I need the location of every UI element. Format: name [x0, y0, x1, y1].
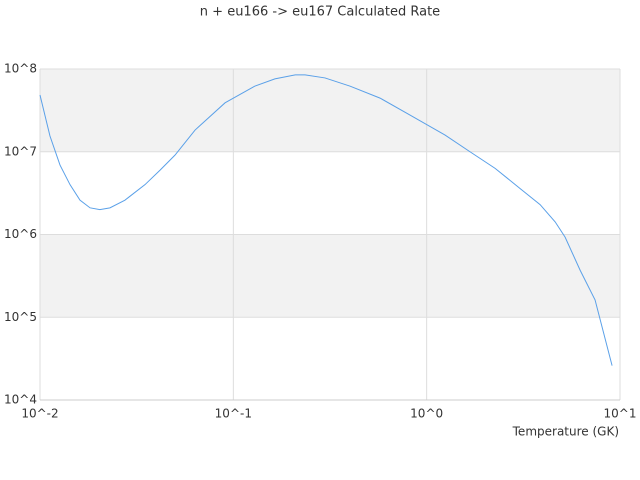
x-axis-label: Temperature (GK) [512, 425, 619, 439]
x-tick-label: 10^0 [410, 407, 443, 421]
x-tick-label: 10^-2 [21, 407, 58, 421]
line [39, 74, 613, 366]
y-tick-label: 10^8 [4, 62, 37, 76]
x-tick-label: 10^-1 [215, 407, 252, 421]
y-tick-label: 10^7 [4, 144, 37, 158]
y-tick-label: 10^4 [4, 393, 37, 407]
grid-band [40, 234, 620, 318]
chart-title: n + eu166 -> eu167 Calculated Rate [200, 5, 440, 20]
x-tick-label: 10^1 [604, 407, 637, 421]
grid-band [40, 69, 620, 152]
y-tick-label: 10^6 [4, 227, 37, 241]
y-tick-label: 10^5 [4, 310, 37, 324]
